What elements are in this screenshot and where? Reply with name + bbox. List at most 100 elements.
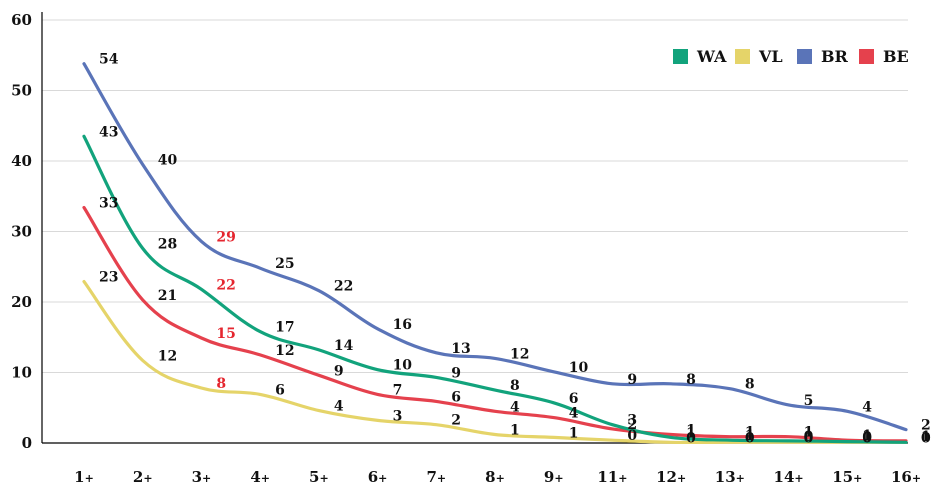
- data-label-vl: 0: [686, 430, 696, 446]
- x-tick-label: 3+: [192, 468, 212, 486]
- data-label-wa: 22: [216, 277, 235, 293]
- legend-label-wa: WA: [696, 47, 727, 66]
- x-tick-label: 14+: [774, 468, 804, 486]
- data-label-br: 5: [804, 393, 814, 409]
- data-label-br: 10: [569, 360, 589, 376]
- data-label-vl: 0: [862, 430, 872, 446]
- y-tick-label: 30: [11, 223, 32, 241]
- data-label-wa: 3: [627, 413, 637, 429]
- data-label-vl: 23: [99, 270, 118, 286]
- data-label-wa: 8: [510, 378, 520, 394]
- data-label-br: 54: [99, 52, 119, 68]
- legend: WA VL BR BE: [673, 47, 909, 66]
- data-label-br: 9: [627, 372, 637, 388]
- data-label-be: 12: [275, 343, 294, 359]
- data-label-be: 9: [334, 363, 344, 379]
- x-tick-label: 2+: [133, 468, 153, 486]
- legend-swatch-be: [859, 49, 874, 64]
- grid-lines: [42, 19, 908, 373]
- data-label-be: 1: [686, 423, 696, 439]
- data-label-vl: 0: [745, 430, 755, 446]
- data-label-wa: 14: [334, 338, 354, 354]
- y-tick-label: 0: [22, 434, 32, 452]
- x-tick-label: 4+: [250, 468, 270, 486]
- data-label-br: 12: [510, 346, 529, 362]
- y-tick-label: 60: [11, 11, 32, 29]
- data-label-br: 22: [334, 279, 353, 295]
- data-label-be: 1: [745, 425, 755, 441]
- data-label-vl: 1: [569, 425, 579, 441]
- y-axis-ticks: 0 10 20 30 40 50 60: [11, 11, 32, 452]
- data-label-br: 16: [393, 317, 412, 333]
- x-tick-label: 15+: [832, 468, 862, 486]
- series-line-be: [82, 205, 908, 443]
- data-label-vl: 4: [334, 399, 344, 415]
- data-label-br: 8: [745, 377, 755, 393]
- data-label-be: 2: [627, 417, 637, 433]
- x-tick-label: 7+: [426, 468, 446, 486]
- y-tick-label: 50: [11, 82, 32, 100]
- data-label-be: 4: [569, 406, 579, 422]
- data-label-vl: 1: [510, 423, 520, 439]
- data-label-wa: 0: [862, 430, 872, 446]
- data-label-wa: 10: [393, 358, 413, 374]
- data-label-br: 13: [451, 341, 470, 357]
- data-label-br: 25: [275, 256, 294, 272]
- data-label-br: 40: [158, 153, 178, 169]
- data-label-wa: 0: [804, 429, 814, 445]
- legend-swatch-vl: [735, 49, 750, 64]
- legend-label-vl: VL: [758, 47, 783, 66]
- y-tick-label: 40: [11, 152, 32, 170]
- data-label-br: 4: [862, 399, 872, 415]
- data-label-br: 2: [921, 418, 931, 434]
- data-label-wa: 1: [686, 425, 696, 441]
- x-tick-label: 16+: [891, 468, 921, 486]
- data-label-vl: 0: [627, 428, 637, 444]
- x-axis-ticks: 1+ 2+ 3+ 4+ 5+ 6+ 7+ 8+ 9+ 11+ 12+ 13+ 14+ 15+ 16+: [74, 468, 921, 486]
- data-label-be: 7: [393, 382, 403, 398]
- x-tick-label: 5+: [309, 468, 329, 486]
- x-tick-label: 1+: [74, 468, 94, 486]
- data-label-be: 15: [216, 326, 235, 342]
- data-label-vl: 2: [451, 413, 461, 429]
- x-tick-label: 6+: [368, 468, 388, 486]
- data-label-be: 6: [451, 389, 461, 405]
- legend-swatch-br: [797, 49, 812, 64]
- data-label-be: 1: [921, 429, 931, 445]
- data-label-be: 1: [862, 428, 872, 444]
- legend-swatch-wa: [673, 49, 688, 64]
- data-label-vl: 0: [804, 430, 814, 446]
- series-line-vl: [82, 279, 908, 445]
- x-tick-label: 11+: [597, 468, 627, 486]
- data-label-be: 33: [99, 196, 118, 212]
- series-line-br: [82, 62, 908, 432]
- data-label-be: 4: [510, 399, 520, 415]
- legend-label-be: BE: [883, 47, 909, 66]
- x-tick-label: 8+: [485, 468, 505, 486]
- x-tick-label: 9+: [544, 468, 564, 486]
- data-label-vl: 12: [158, 349, 177, 365]
- y-tick-label: 20: [11, 293, 32, 311]
- data-label-be: 1: [804, 425, 814, 441]
- series-line-wa: [82, 134, 908, 444]
- legend-label-br: BR: [821, 47, 849, 66]
- data-label-vl: 3: [393, 408, 403, 424]
- x-tick-label: 12+: [656, 468, 686, 486]
- data-label-wa: 0: [921, 430, 931, 446]
- x-tick-label: 13+: [715, 468, 745, 486]
- data-label-wa: 17: [275, 320, 294, 336]
- data-label-vl: 0: [921, 430, 931, 446]
- data-label-wa: 9: [451, 365, 461, 381]
- data-label-wa: 1: [745, 428, 755, 444]
- data-label-be: 21: [158, 288, 177, 304]
- data-label-br: 8: [686, 372, 696, 388]
- data-label-br: 29: [216, 229, 235, 245]
- data-label-vl: 6: [275, 382, 285, 398]
- data-label-vl: 8: [216, 376, 226, 392]
- data-label-wa: 6: [569, 391, 579, 407]
- data-label-wa: 28: [158, 236, 177, 252]
- y-tick-label: 10: [11, 364, 32, 382]
